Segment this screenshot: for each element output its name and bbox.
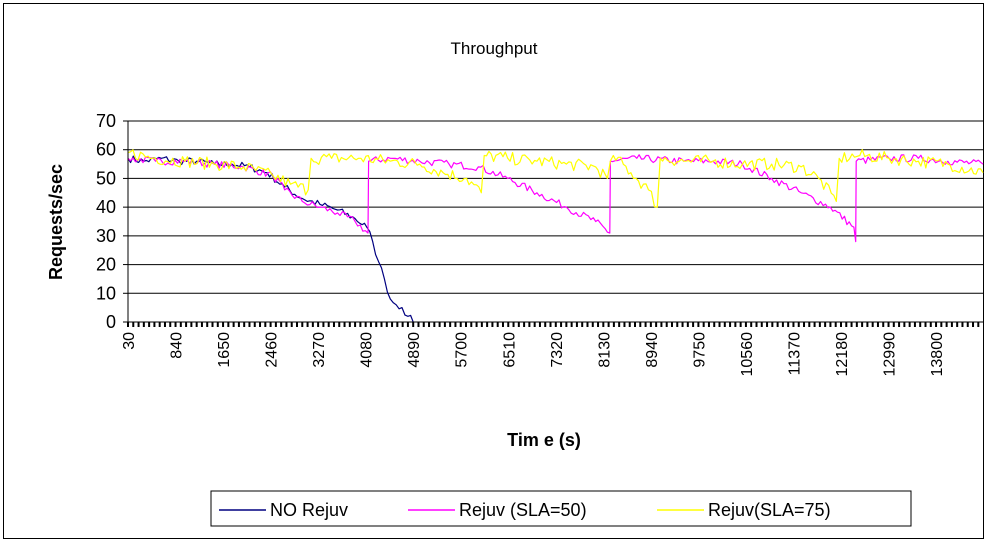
x-tick-label: 3270 — [311, 332, 328, 368]
x-axis-label: Tim e (s) — [507, 430, 581, 450]
x-tick-label: 30 — [121, 332, 138, 350]
series-lines — [127, 149, 984, 323]
x-tick-label: 8940 — [644, 332, 661, 368]
axes — [123, 120, 983, 327]
y-tick-label: 70 — [96, 111, 116, 131]
y-tick-label: 50 — [96, 168, 116, 188]
x-tick-label: 9750 — [691, 332, 708, 368]
x-tick-label: 7320 — [549, 332, 566, 368]
x-tick-label: 2460 — [264, 332, 281, 368]
x-tick-label: 8130 — [596, 332, 613, 368]
x-tick-label: 840 — [169, 332, 186, 359]
series-line-3 — [127, 149, 984, 208]
legend-box — [210, 490, 912, 527]
chart-title: Throughput — [451, 39, 538, 58]
series-line-1 — [127, 155, 414, 323]
x-tick-label: 10560 — [739, 332, 756, 377]
y-tick-label: 0 — [106, 312, 116, 332]
legend-label-rejuv-sla75: Rejuv(SLA=75) — [708, 500, 831, 520]
y-tick-label: 10 — [96, 283, 116, 303]
grid-lines — [128, 120, 983, 294]
tick-labels: 0 10 20 30 40 50 60 70 30 840 1650 2460 3270 4080 4890… — [96, 111, 946, 377]
x-tick-label: 6510 — [501, 332, 518, 368]
x-tick-label: 12990 — [882, 332, 899, 377]
x-tick-label: 1650 — [216, 332, 233, 368]
x-tick-label: 11370 — [786, 332, 803, 375]
y-tick-label: 30 — [96, 226, 116, 246]
legend: NO Rejuv Rejuv (SLA=50) Rejuv(SLA=75) — [210, 490, 912, 527]
x-tick-label: 4080 — [359, 332, 376, 368]
legend-label-no-rejuv: NO Rejuv — [270, 500, 348, 520]
legend-label-rejuv-sla50: Rejuv (SLA=50) — [459, 500, 587, 520]
x-tick-label: 4890 — [406, 332, 423, 368]
x-tick-label: 13800 — [929, 332, 946, 377]
y-tick-label: 60 — [96, 140, 116, 160]
y-axis-label: Requests/sec — [46, 164, 66, 280]
x-tick-label: 12180 — [834, 332, 851, 377]
chart-frame — [3, 3, 984, 539]
y-tick-label: 40 — [96, 197, 116, 217]
x-tick-label: 5700 — [454, 332, 471, 368]
y-tick-label: 20 — [96, 255, 116, 275]
